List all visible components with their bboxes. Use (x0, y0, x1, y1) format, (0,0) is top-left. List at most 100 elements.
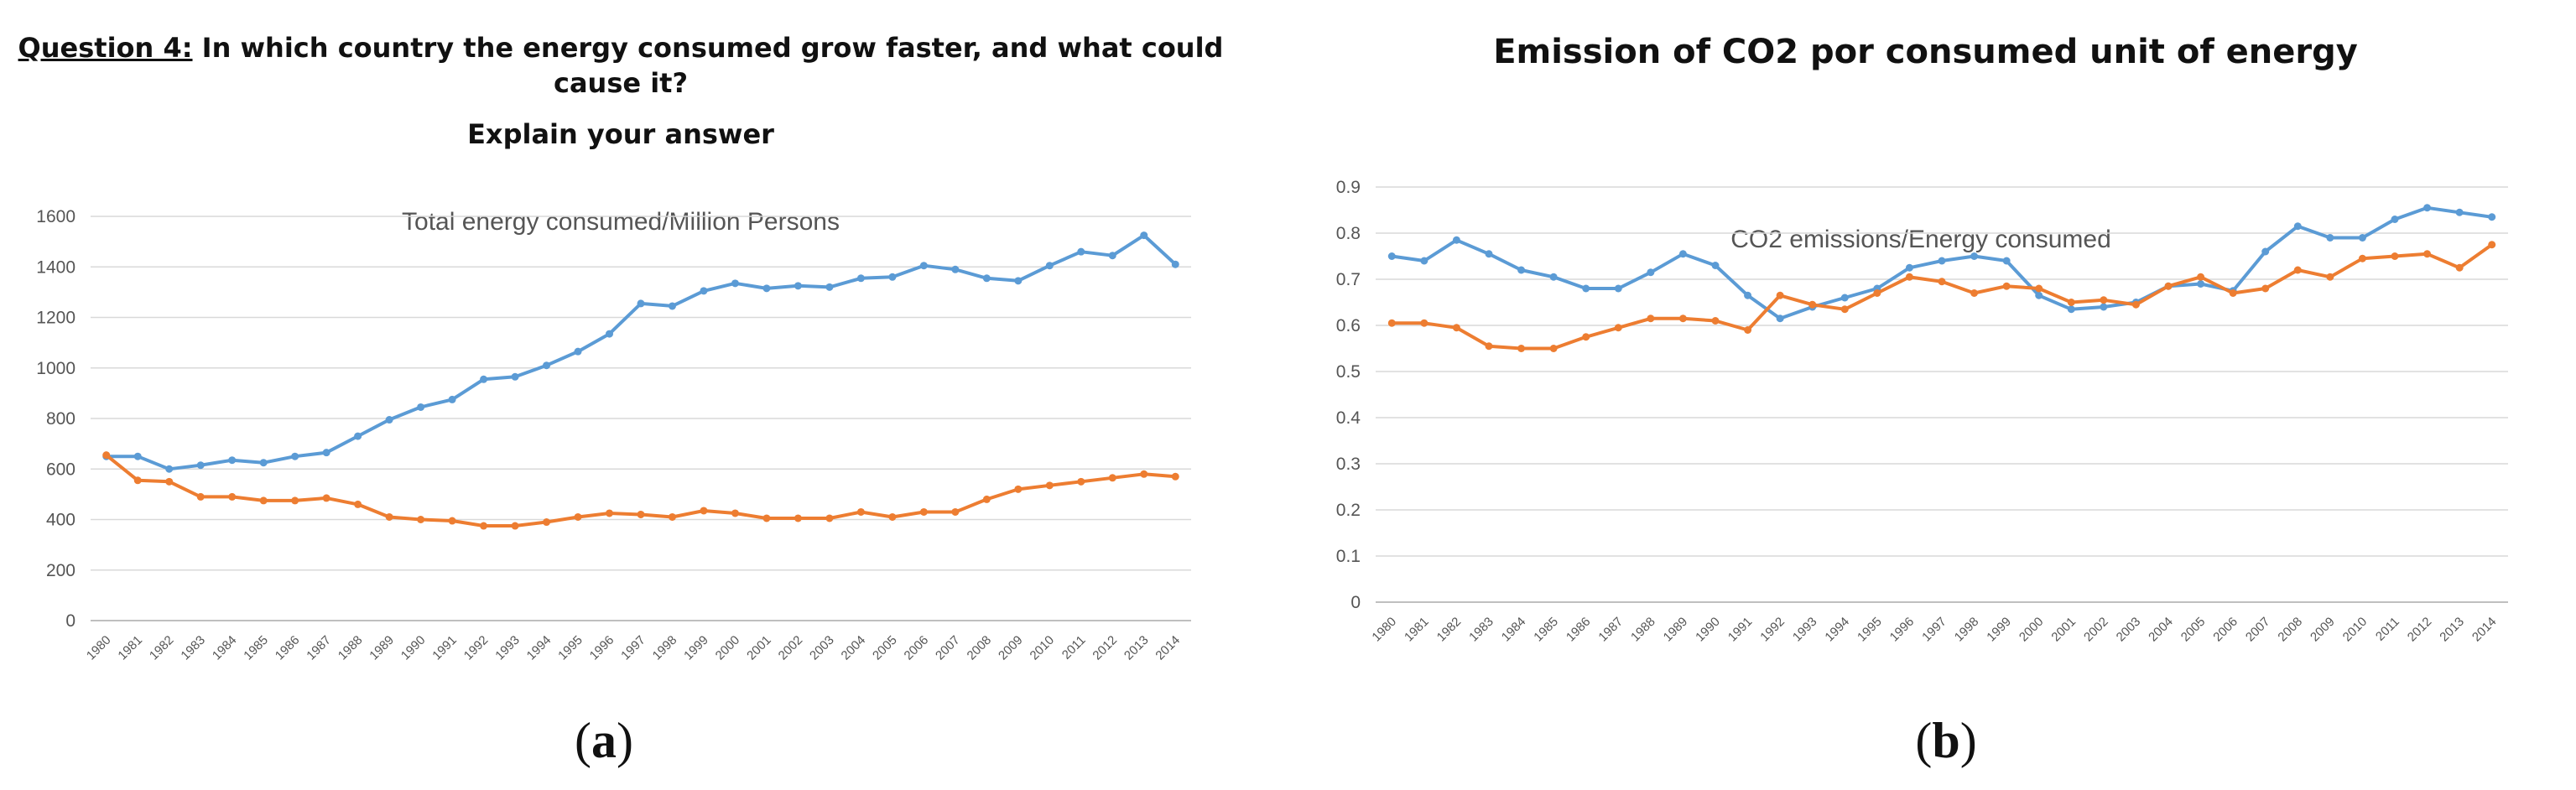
chart-a-x-tick-label: 2009 (996, 633, 1026, 663)
chart-b-x-tick-label: 1992 (1757, 615, 1788, 645)
chart-b-series-1-point (1387, 252, 1396, 260)
chart-b-series-2-point (1549, 345, 1558, 352)
chart-b-inner-title: CO2 emissions/Energy consumed (1730, 226, 2111, 253)
chart-b-x-tick-label: 2014 (2469, 615, 2500, 645)
question-text: In which country the energy consumed gro… (192, 32, 1224, 99)
chart-b-x-tick-label: 1991 (1725, 615, 1756, 645)
chart-a-series-1-point (480, 375, 488, 383)
chart-b-x-tick-label: 2011 (2373, 615, 2402, 644)
chart-b-series-1-point (2197, 280, 2205, 288)
chart-b-series-2-point (1711, 317, 1720, 325)
chart-a-series-2-point (637, 510, 645, 518)
chart-b-series-2-point (2358, 254, 2366, 262)
chart-a-series-1-point (888, 273, 897, 281)
chart-b-x-tick-label: 1994 (1822, 615, 1852, 645)
chart-a-series-1-point (165, 465, 174, 473)
chart-a-y-tick-label: 0 (65, 611, 75, 631)
chart-b-x-tick-label: 2009 (2308, 615, 2338, 645)
chart-a-x-tick-label: 2000 (713, 633, 743, 663)
chart-a-series-2-point (102, 451, 111, 460)
chart-b-series-2-point (2293, 266, 2302, 274)
chart-a-x-tick-label: 1992 (461, 633, 492, 663)
chart-b-y-tick-label: 0.7 (1336, 270, 1361, 289)
caption-b-close: ) (1959, 713, 1977, 768)
chart-b-series-1-point (2423, 204, 2432, 212)
chart-a-x-tick-label: 1999 (681, 633, 711, 663)
chart-a-series-1-point (259, 459, 268, 467)
chart-b-x-tick-label: 1980 (1369, 615, 1399, 645)
chart-b-series-2-point (1744, 326, 1752, 334)
chart-a-y-tick-label: 1000 (36, 359, 75, 378)
chart-a-series-1-point (606, 330, 614, 338)
chart-b-x-tick-label: 1993 (1790, 615, 1820, 645)
chart-b-series-1-point (2002, 257, 2011, 265)
chart-a-x-tick-label: 1981 (115, 633, 145, 663)
chart-b-series-1-point (1840, 294, 1849, 302)
chart-b-series-1-point (2358, 234, 2366, 242)
chart-a-series-1-point (982, 274, 991, 283)
panel-b: Emission of CO2 por consumed unit of ene… (1275, 0, 2576, 790)
chart-a-series-2-point (196, 492, 205, 501)
chart-a-series-2-point (794, 514, 802, 522)
chart-b-series-2-point (1873, 289, 1881, 297)
chart-b-series-1-point (1678, 250, 1687, 258)
caption-a-letter: a (591, 713, 617, 768)
chart-a-series-2-point (133, 476, 142, 485)
chart-b-series-1-point (2035, 291, 2043, 299)
chart-a-x-tick-label: 2011 (1059, 633, 1089, 663)
caption-a-open: ( (575, 713, 591, 768)
chart-a-x-tick-label: 1989 (367, 633, 397, 663)
chart-a-series-1-point (637, 299, 645, 308)
chart-a-series-1-point (417, 403, 425, 411)
chart-a-series-2-point (1077, 477, 1085, 486)
chart-b-series-2-point (2423, 250, 2432, 258)
chart-b-x-tick-label: 1983 (1466, 615, 1496, 645)
chart-b-x-tick-label: 1986 (1564, 615, 1594, 645)
chart-b-series-1-point (2455, 208, 2464, 216)
chart-b-series-2-point (1938, 278, 1946, 286)
chart-b-x-tick-label: 1999 (1984, 615, 2014, 645)
chart-b-x-tick-label: 1998 (1952, 615, 1982, 645)
chart-a-series-2-point (1108, 474, 1116, 482)
chart-a-x-tick-label: 2001 (744, 633, 774, 663)
chart-b-x-tick-label: 2012 (2405, 615, 2435, 645)
chart-a-series-2-point (1014, 485, 1023, 493)
chart-b-series-2-point (1614, 324, 1622, 332)
chart-b-series-2-point (2131, 300, 2140, 309)
chart-a-x-tick-label: 2002 (776, 633, 806, 663)
chart-a-x-tick-label: 1993 (492, 633, 523, 663)
chart-a-x-tick-label: 2014 (1153, 633, 1183, 663)
chart-b-series-2-point (1485, 342, 1493, 351)
chart-b-series-1-point (1711, 262, 1720, 269)
chart-a-series-1-point (574, 347, 582, 356)
chart-a-x-tick-label: 1988 (336, 633, 366, 663)
chart-a-series-2-point (1140, 470, 1148, 478)
chart-a-series-1-line (106, 233, 1177, 471)
chart-b-series-1-point (2488, 213, 2496, 221)
chart-b-series-1-point (1970, 252, 1979, 260)
chart-b-series-2-point (1776, 291, 1784, 299)
chart-a-x-tick-label: 1986 (273, 633, 303, 663)
panel-a: Question 4: In which country the energy … (0, 0, 1275, 790)
chart-a-x-tick-label: 1991 (429, 633, 460, 663)
chart-b-y-tick-label: 0.1 (1336, 547, 1361, 566)
chart-b-x-tick-label: 1996 (1887, 615, 1918, 645)
chart-b-series-1-point (1905, 263, 1913, 272)
chart-a-x-tick-label: 2004 (839, 633, 869, 663)
chart-b-series-2-point (2391, 252, 2399, 260)
caption-a: (a) (520, 711, 688, 770)
chart-a-series-2-point (888, 512, 897, 521)
chart-a-series-2-point (919, 507, 928, 516)
chart-b-series-1-point (1452, 236, 1460, 244)
chart-b-series-1-point (2326, 234, 2334, 242)
chart-a-x-tick-label: 1996 (587, 633, 617, 663)
question-subtitle: Explain your answer (467, 118, 774, 150)
chart-b-series-1-point (1776, 314, 1784, 323)
chart-b-series-1-point (1517, 266, 1526, 274)
chart-a-series-2-point (731, 509, 739, 517)
chart-b-series-2-point (2067, 299, 2075, 306)
chart-a-series-2-point (606, 509, 614, 517)
chart-b-x-tick-label: 1985 (1531, 615, 1561, 645)
question-label: Question 4: (18, 32, 193, 64)
chart-b-series-1-point (1582, 284, 1590, 293)
